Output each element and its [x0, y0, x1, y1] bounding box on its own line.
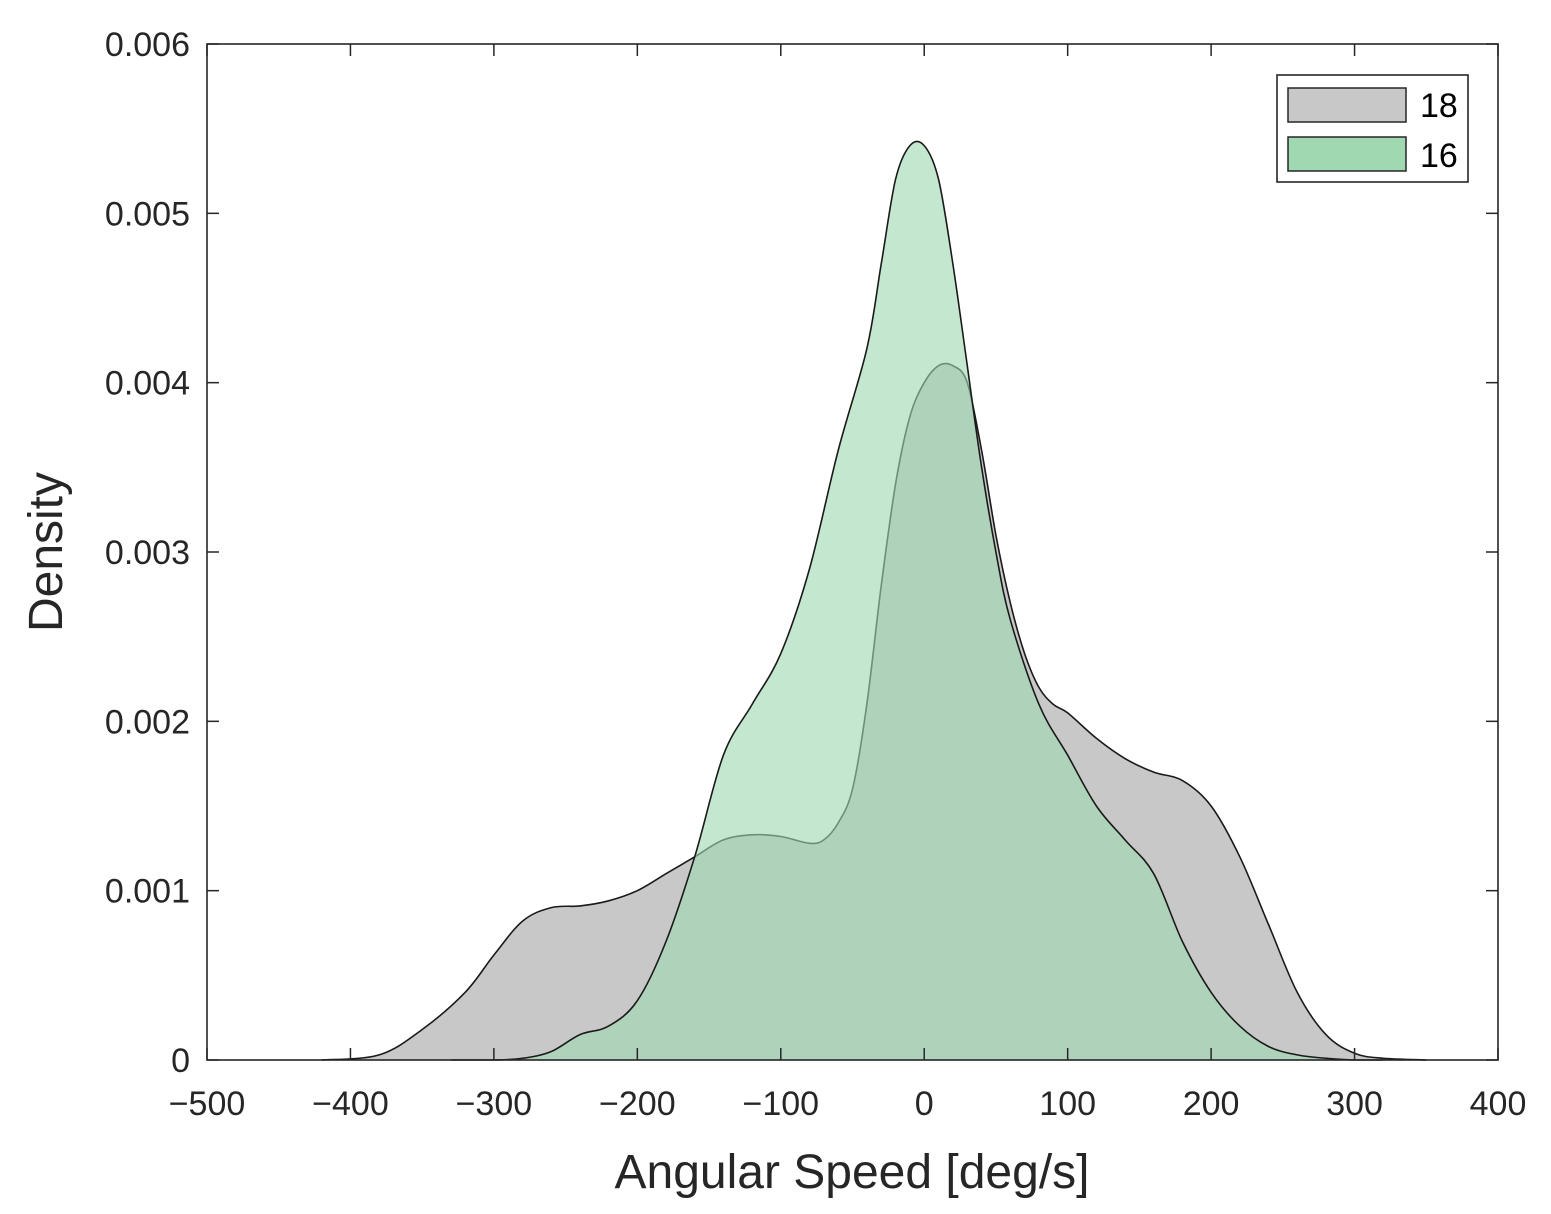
x-tick-label: 0 — [915, 1085, 934, 1123]
x-axis-title: Angular Speed [deg/s] — [614, 1146, 1089, 1199]
legend-swatch-16 — [1287, 136, 1407, 172]
y-tick-label: 0.001 — [105, 873, 190, 911]
area-series-16 — [450, 141, 1384, 1060]
y-axis-title: Density — [20, 472, 73, 632]
y-tick-label: 0.005 — [105, 195, 190, 233]
axes: −500 −400 −300 −200 −100 0 100 200 300 400 0 0.001 0… — [105, 26, 1526, 1123]
y-tick-label: 0.003 — [105, 534, 190, 572]
x-tick-label: 300 — [1326, 1085, 1383, 1123]
x-tick-label: 400 — [1470, 1085, 1527, 1123]
x-tick-label: −100 — [742, 1085, 819, 1123]
x-tick-label: −200 — [599, 1085, 676, 1123]
legend-label-18: 18 — [1420, 87, 1458, 125]
x-tick-label: −400 — [312, 1085, 389, 1123]
legend-swatch-18 — [1287, 87, 1407, 123]
x-tick-label: 100 — [1039, 1085, 1096, 1123]
x-tick-label: 200 — [1183, 1085, 1240, 1123]
y-tick-label: 0.004 — [105, 365, 190, 403]
line-series-16 — [450, 140, 1384, 1061]
y-tick-label: 0.002 — [105, 703, 190, 741]
legend: 18 16 — [1276, 74, 1469, 183]
y-tick-label: 0 — [171, 1042, 190, 1080]
legend-label-16: 16 — [1420, 137, 1458, 175]
y-tick-label: 0.006 — [105, 26, 190, 64]
series-areas — [321, 140, 1427, 1061]
x-tick-label: −500 — [169, 1085, 246, 1123]
x-tick-label: −300 — [456, 1085, 533, 1123]
